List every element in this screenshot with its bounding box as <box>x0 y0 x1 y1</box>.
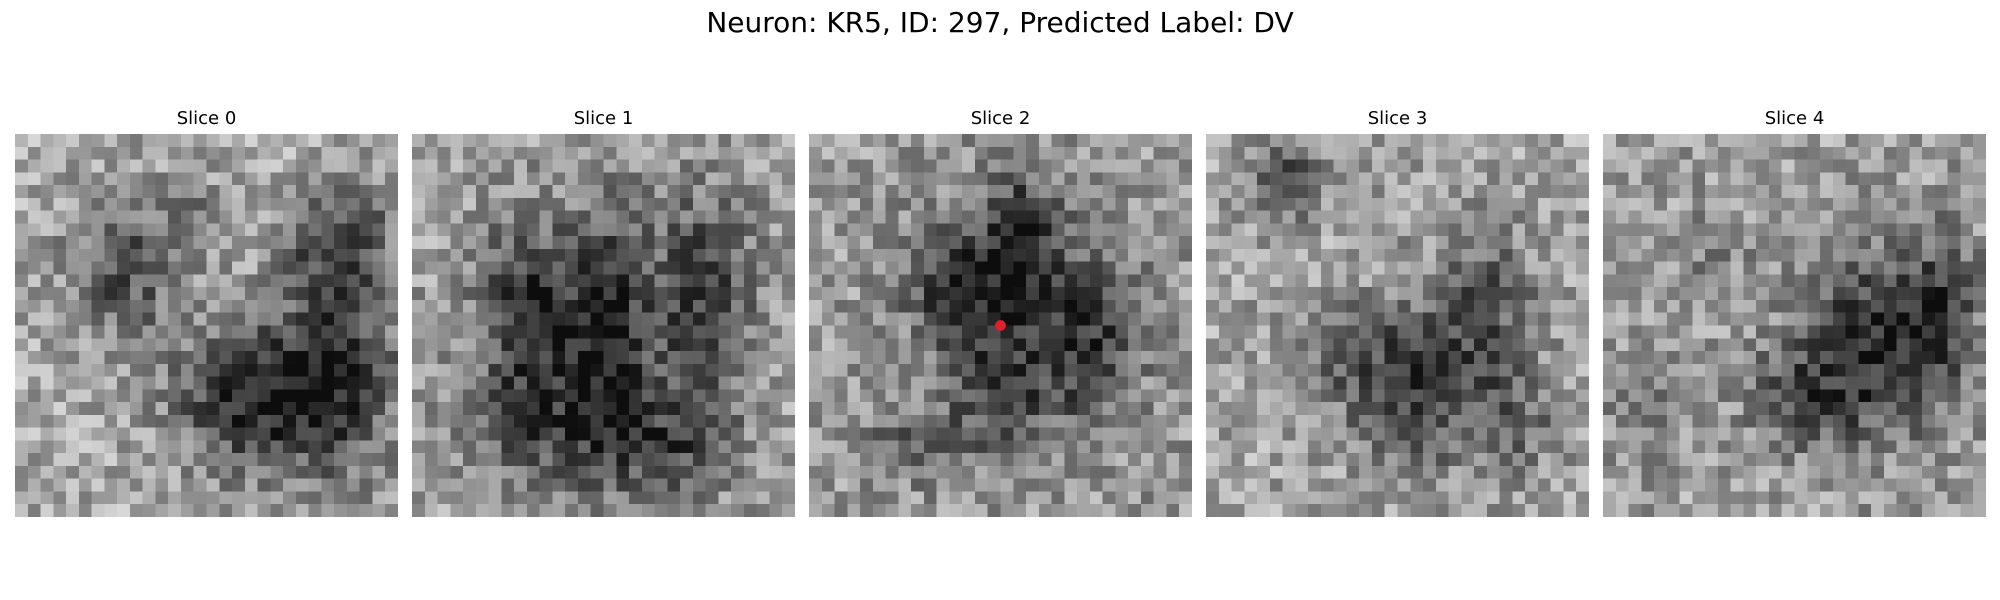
slice-title-4: Slice 4 <box>1764 108 1825 129</box>
slice-image-0 <box>15 134 398 517</box>
slice-title-0: Slice 0 <box>176 108 237 129</box>
slice-image-3 <box>1206 134 1589 517</box>
slice-image-1 <box>412 134 795 517</box>
figure-title: Neuron: KR5, ID: 297, Predicted Label: D… <box>706 6 1294 39</box>
slice-title-2: Slice 2 <box>970 108 1031 129</box>
neuron-center-marker <box>995 320 1006 331</box>
slice-image-2 <box>809 134 1192 517</box>
slice-title-1: Slice 1 <box>573 108 634 129</box>
slice-image-4 <box>1603 134 1986 517</box>
slice-title-3: Slice 3 <box>1367 108 1428 129</box>
